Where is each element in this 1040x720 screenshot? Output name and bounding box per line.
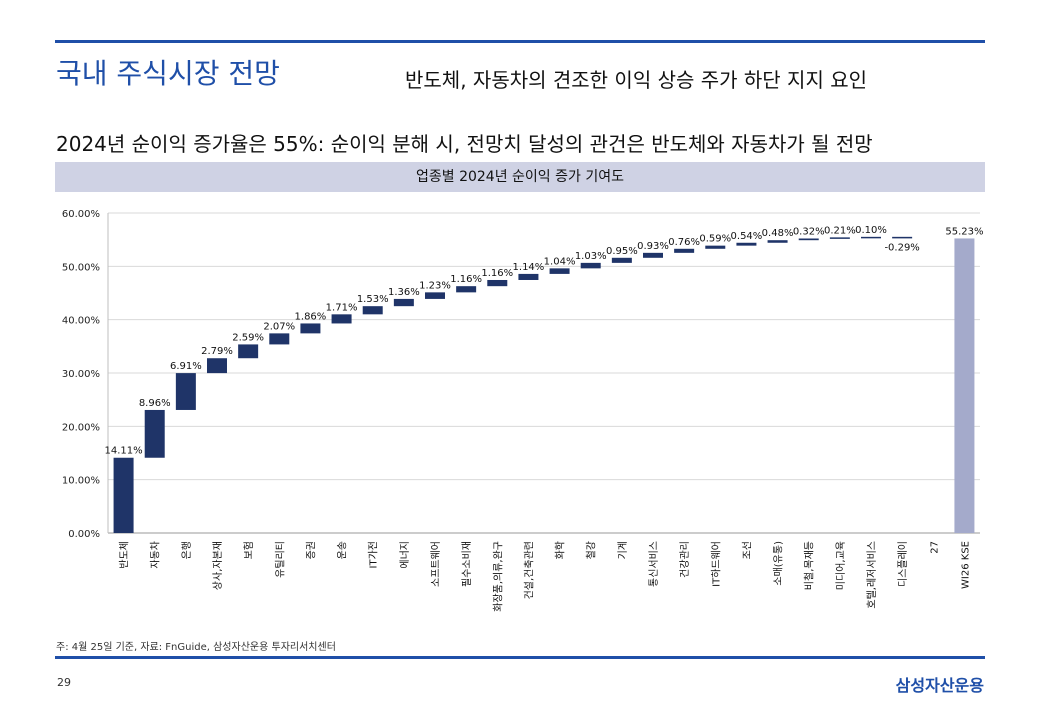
x-tick-label: 디스플레이	[897, 541, 909, 587]
data-label: 55.23%	[945, 226, 983, 237]
x-tick-label: 통신서비스	[648, 541, 660, 587]
data-label: 2.59%	[232, 332, 264, 343]
headline: 2024년 순이익 증가율은 55%: 순이익 분해 시, 전망치 달성의 관건…	[56, 132, 873, 156]
data-label: 0.59%	[699, 234, 731, 245]
data-label: 1.86%	[295, 311, 327, 322]
bar	[269, 333, 290, 345]
data-label: 1.03%	[575, 251, 607, 262]
x-tick-label: 소매(유통)	[773, 541, 785, 586]
bar	[549, 268, 570, 274]
data-label: 1.36%	[388, 287, 420, 298]
data-label: 1.04%	[544, 256, 576, 267]
data-label: 6.91%	[170, 361, 202, 372]
page-subtitle: 반도체, 자동차의 견조한 이익 상승 주가 하단 지지 요인	[405, 68, 868, 92]
x-tick-label: 건강관리	[679, 541, 691, 578]
data-label: 0.76%	[668, 237, 700, 248]
data-label: 0.48%	[762, 228, 794, 239]
bar	[207, 358, 227, 374]
y-tick-label: 20.00%	[62, 422, 100, 433]
bar	[362, 306, 383, 315]
x-tick-label: 건설,건축관련	[523, 541, 535, 599]
bar	[674, 248, 695, 253]
bar	[861, 236, 881, 239]
x-tick-label: 소프트웨어	[430, 541, 442, 587]
page-number: 29	[57, 676, 71, 689]
x-tick-label: 상사,자본재	[212, 541, 224, 590]
footnote: 주: 4월 25일 기준, 자료: FnGuide, 삼성자산운용 투자리서치센…	[56, 642, 336, 653]
x-tick-label: 미디어,교육	[835, 541, 847, 590]
data-label: 0.93%	[637, 241, 669, 252]
bar	[487, 279, 508, 287]
data-label: 0.54%	[731, 231, 763, 242]
bar	[954, 238, 975, 533]
data-label: 1.53%	[357, 294, 389, 305]
y-tick-label: 50.00%	[62, 262, 100, 273]
bar	[611, 257, 632, 263]
page-title: 국내 주식시장 전망	[56, 57, 280, 90]
data-label: 1.16%	[481, 268, 513, 279]
x-tick-label: 철강	[586, 541, 598, 559]
data-label: 14.11%	[105, 446, 143, 457]
x-tick-label: WI26 KSE	[960, 541, 971, 589]
x-tick-label: 에너지	[399, 541, 411, 569]
x-tick-label: 보험	[243, 541, 255, 559]
bar	[456, 286, 477, 293]
bar	[829, 237, 850, 239]
x-tick-label: 호텔,레저서비스	[866, 541, 878, 609]
y-tick-label: 40.00%	[62, 316, 100, 327]
bar	[892, 236, 913, 239]
bar	[144, 409, 165, 458]
bar	[798, 238, 819, 241]
bottom-rule	[55, 656, 985, 659]
x-tick-label: 자동차	[150, 541, 162, 569]
x-tick-label: 조선	[741, 541, 753, 559]
data-label: 2.07%	[263, 321, 295, 332]
y-tick-label: 10.00%	[62, 476, 100, 487]
bar	[113, 457, 134, 533]
bar	[767, 240, 788, 243]
data-label: 1.14%	[513, 262, 545, 273]
data-label: 1.23%	[419, 280, 451, 291]
bar	[425, 292, 445, 299]
x-tick-label: 증권	[305, 541, 317, 559]
data-label: 1.71%	[326, 302, 358, 313]
brand-logo: 삼성자산운용	[895, 676, 984, 695]
bar	[393, 298, 414, 307]
bar	[580, 262, 601, 269]
y-tick-label: 60.00%	[62, 209, 100, 220]
x-tick-label: IT하드웨어	[709, 541, 722, 587]
y-tick-label: 30.00%	[62, 369, 100, 380]
chart-title: 업종별 2024년 순이익 증가 기여도	[55, 162, 985, 192]
bar	[331, 314, 352, 324]
bar	[736, 242, 757, 246]
x-tick-label: 유틸리티	[273, 541, 286, 578]
x-tick-label: 운송	[337, 541, 349, 559]
x-tick-label: IT가전	[368, 541, 380, 568]
x-tick-label: 반도체	[119, 541, 131, 569]
bar	[238, 344, 259, 359]
x-tick-label: 화학	[555, 541, 567, 559]
bar	[300, 323, 321, 334]
data-label: 0.32%	[793, 226, 825, 237]
data-label: 0.95%	[606, 246, 638, 257]
bar	[643, 252, 663, 258]
top-rule	[55, 40, 985, 43]
bar	[705, 245, 726, 249]
x-tick-label: 화장품,의류,완구	[492, 541, 504, 612]
data-label: 0.10%	[855, 225, 887, 236]
y-tick-label: 0.00%	[68, 529, 100, 540]
data-label: 8.96%	[139, 398, 171, 409]
data-label: -0.29%	[884, 242, 919, 253]
x-tick-label: 비철,목재등	[804, 541, 816, 590]
waterfall-chart: 0.00% 10.00% 20.00% 30.00% 40.00% 50.00% 60.00…	[62, 209, 984, 612]
x-tick-label: 은행	[181, 541, 193, 559]
data-label: 2.79%	[201, 346, 233, 357]
bar	[175, 373, 196, 410]
x-tick-label: 필수소비재	[461, 541, 473, 587]
x-tick-label: 27	[929, 541, 940, 554]
data-label: 1.16%	[450, 274, 482, 285]
x-tick-label: 기계	[617, 541, 629, 559]
bar	[518, 273, 539, 280]
data-label: 0.21%	[824, 225, 856, 236]
